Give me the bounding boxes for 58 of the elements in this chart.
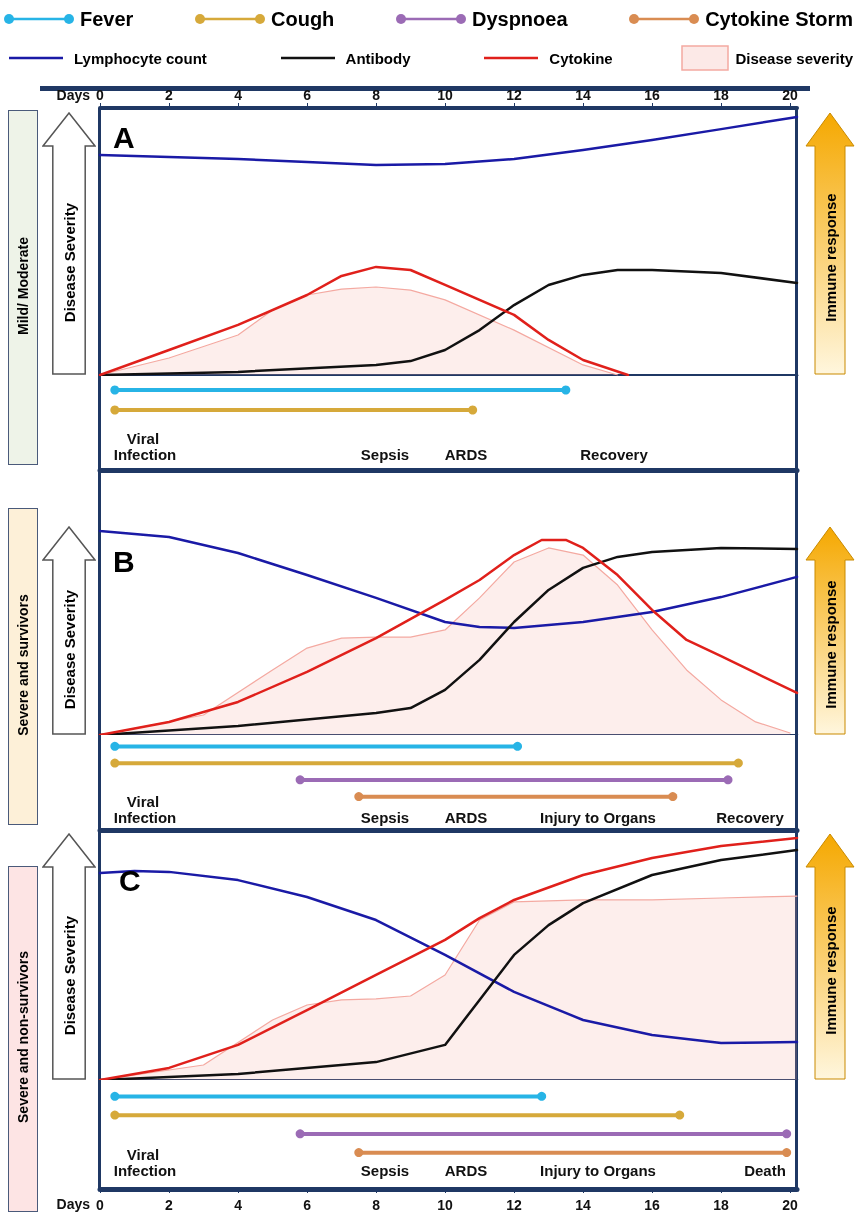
- annotation: Sepsis: [360, 808, 410, 826]
- x-axis-title: Days: [56, 1196, 91, 1212]
- annotation: Viral Infection: [113, 429, 177, 463]
- x-tick-label: 20: [782, 1197, 799, 1213]
- x-tick-label: 0: [96, 1197, 105, 1213]
- x2-tick-label: 18: [713, 87, 730, 103]
- x-tick-label: 16: [644, 1197, 661, 1213]
- x2-tick-label: 14: [575, 87, 592, 103]
- legend-label: Cytokine: [549, 49, 613, 67]
- x2-tick-label: 16: [644, 87, 661, 103]
- y2-axis-title: Immune response: [821, 578, 839, 711]
- annotation: ARDS: [444, 445, 488, 463]
- x-tick-label: 4: [234, 1197, 243, 1213]
- chart-title: A: [113, 120, 135, 154]
- x2-tick-label: 2: [165, 87, 174, 103]
- legend-label: Disease severity: [735, 49, 853, 67]
- legend-label: Antibody: [345, 49, 411, 67]
- x-tick-label: 6: [303, 1197, 312, 1213]
- x-tick-label: 12: [506, 1197, 523, 1213]
- legend-label: Lymphocyte count: [74, 49, 207, 67]
- annotation: Injury to Organs: [540, 1161, 656, 1179]
- annotation: Death: [744, 1161, 786, 1179]
- annotation: Sepsis: [360, 1161, 410, 1179]
- legend-label: Cough: [271, 7, 335, 31]
- x2-tick-label: 10: [437, 87, 454, 103]
- legend-label: Cytokine Storm: [705, 7, 853, 31]
- x-tick-label: 10: [437, 1197, 454, 1213]
- text: Severe and non-survivors: [15, 950, 31, 1125]
- annotation: Viral Infection: [113, 792, 177, 826]
- legend-label: Fever: [80, 7, 134, 31]
- x2-tick-label: 0: [96, 87, 105, 103]
- annotation: Recovery: [716, 808, 785, 826]
- y-axis-title: Disease Severity: [60, 588, 78, 711]
- y2-axis-title: Immune response: [821, 904, 839, 1037]
- annotation: Sepsis: [360, 445, 410, 463]
- x-tick-label: 2: [165, 1197, 174, 1213]
- x2-axis-title: Days: [56, 87, 91, 103]
- x2-tick-label: 6: [303, 87, 312, 103]
- annotation: Injury to Organs: [540, 808, 656, 826]
- y-axis-title: Disease Severity: [60, 201, 78, 324]
- annotation: ARDS: [444, 1161, 488, 1179]
- x-tick-label: 8: [372, 1197, 381, 1213]
- annotation: Viral Infection: [113, 1145, 177, 1179]
- text: C: [119, 863, 141, 897]
- annotation: ARDS: [444, 808, 488, 826]
- x2-tick-label: 4: [234, 87, 243, 103]
- x-tick-label: 18: [713, 1197, 730, 1213]
- chart-title: B: [113, 544, 135, 578]
- x2-tick-label: 12: [506, 87, 523, 103]
- x2-tick-label: 8: [372, 87, 381, 103]
- y2-axis-title: Immune response: [821, 191, 839, 324]
- text: Mild/ Moderate: [15, 235, 31, 337]
- y-axis-title: Disease Severity: [60, 914, 78, 1037]
- annotation: Recovery: [580, 445, 649, 463]
- legend-label: Dyspnoea: [471, 7, 568, 31]
- x-tick-label: 14: [575, 1197, 592, 1213]
- text: Severe and survivors: [15, 592, 31, 738]
- x2-tick-label: 20: [782, 87, 799, 103]
